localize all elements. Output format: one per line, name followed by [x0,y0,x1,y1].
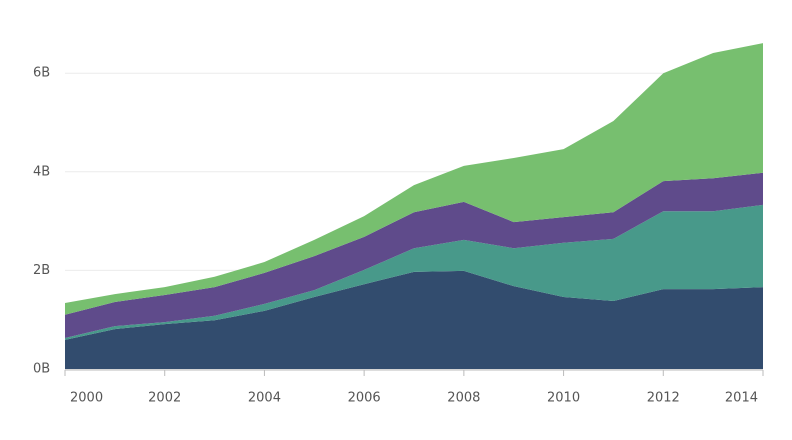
x-tick-label: 2012 [647,391,680,406]
area [65,172,763,338]
area [65,43,763,315]
y-tick-label: 2B [33,263,50,278]
x-tick-label: 2006 [348,391,381,406]
area [65,270,763,369]
y-tick-label: 4B [33,164,50,179]
x-tick-label: 2008 [447,391,480,406]
y-tick-label: 0B [33,362,50,377]
area [65,204,763,340]
y-tick-label: 6B [33,66,50,81]
x-tick-label: 2014 [725,391,758,406]
x-tick-label: 2004 [248,391,281,406]
x-tick-label: 2010 [547,391,580,406]
x-tick-label: 2002 [148,391,181,406]
x-tick-label: 2000 [70,391,103,406]
